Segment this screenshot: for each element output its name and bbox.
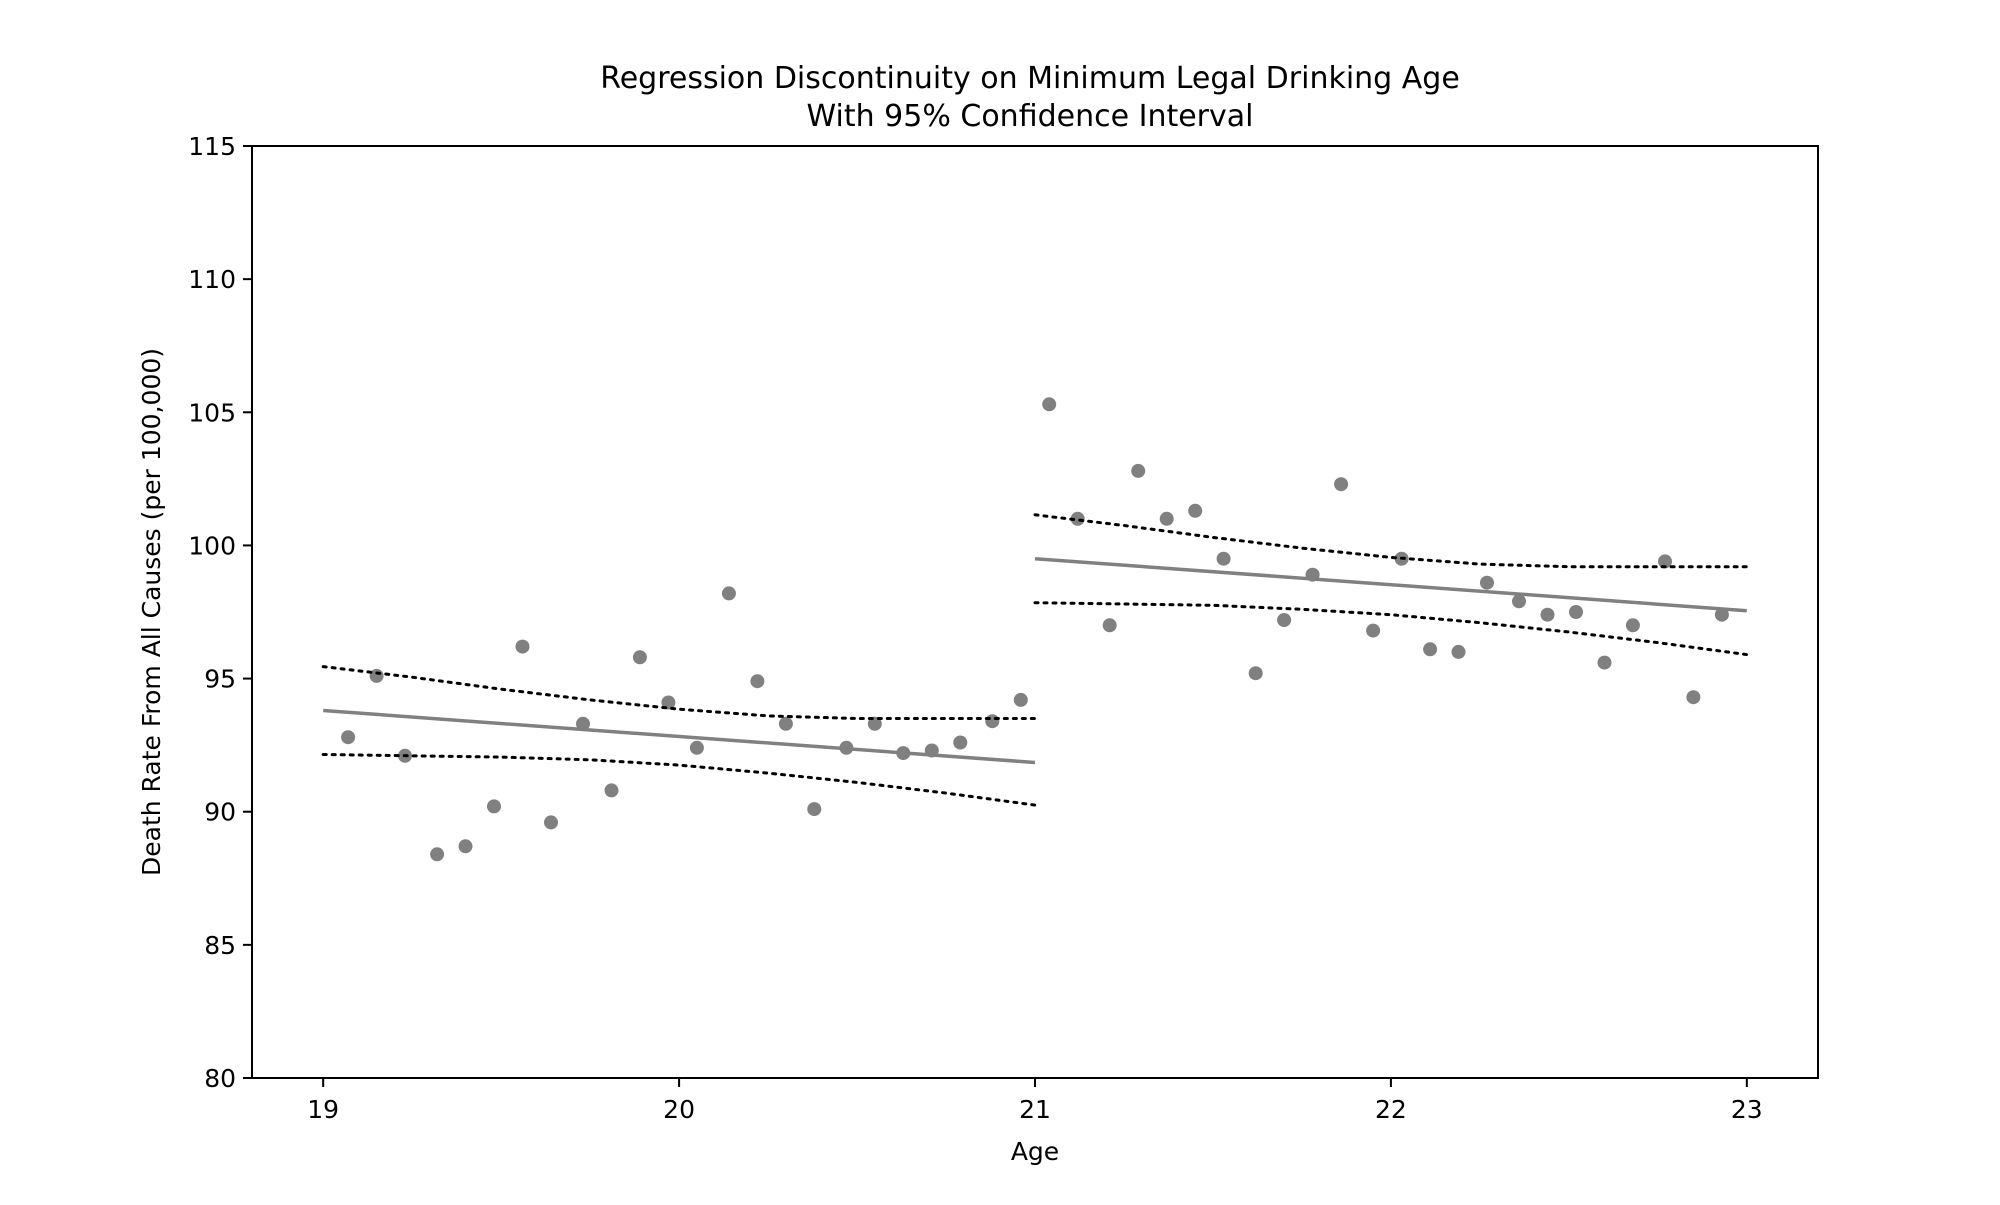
y-tick-label: 110 [188, 265, 236, 294]
data-point [1334, 477, 1349, 492]
data-point [1597, 655, 1612, 670]
y-tick-label: 90 [204, 798, 236, 827]
data-point [1625, 618, 1640, 633]
data-point [778, 716, 793, 731]
x-tick-label: 19 [307, 1095, 339, 1124]
data-point [1686, 690, 1701, 705]
x-axis: 19 20 21 22 23 [307, 1078, 1763, 1124]
y-tick-label: 100 [188, 531, 236, 560]
data-point [369, 668, 384, 683]
y-tick-label: 80 [204, 1064, 236, 1093]
x-tick-label: 23 [1731, 1095, 1763, 1124]
data-point [1131, 463, 1146, 478]
ci-upper-line-below-21 [321, 665, 1037, 720]
data-point [953, 735, 968, 750]
data-point [1512, 594, 1526, 609]
data-point [1013, 692, 1028, 707]
data-point [1658, 554, 1672, 569]
ci-lower-line-above-21 [1033, 601, 1749, 657]
data-point [1277, 613, 1292, 627]
x-tick-label: 21 [1019, 1095, 1051, 1124]
axes-frame [251, 145, 1819, 1079]
data-point [1366, 623, 1381, 638]
data-point [1569, 605, 1583, 619]
y-tick-label: 105 [188, 398, 236, 427]
data-point [1102, 618, 1117, 633]
regression-line-above-21 [1034, 556, 1747, 613]
data-point [1540, 607, 1555, 622]
plot-area [321, 397, 1749, 862]
data-point [604, 783, 619, 798]
data-point [1714, 607, 1729, 622]
y-tick-label: 95 [204, 665, 236, 694]
chart-title: Regression Discontinuity on Minimum Lega… [600, 61, 1460, 96]
data-point [985, 714, 1000, 729]
data-point [1423, 642, 1438, 657]
data-point [544, 815, 558, 830]
data-point [515, 639, 530, 654]
y-tick-label: 115 [188, 132, 236, 161]
data-point [1451, 644, 1466, 659]
data-point [487, 799, 501, 814]
data-point [661, 695, 676, 710]
x-axis-label: Age [1011, 1137, 1059, 1166]
data-point [458, 839, 473, 854]
data-point [1159, 511, 1174, 526]
y-axis: 80 85 90 95 100 105 110 115 [188, 132, 252, 1093]
data-point [1480, 575, 1494, 590]
data-point [689, 740, 704, 755]
data-point [1070, 511, 1085, 526]
x-tick-label: 22 [1375, 1095, 1407, 1124]
y-axis-label: Death Rate From All Causes (per 100,000) [137, 348, 166, 876]
y-tick-label: 85 [204, 931, 236, 960]
data-point [807, 802, 822, 817]
data-point [721, 586, 736, 601]
data-point [1216, 551, 1231, 566]
data-point [1042, 397, 1057, 412]
regression-line-below-21 [323, 708, 1036, 765]
data-point [1188, 503, 1203, 518]
data-point [341, 730, 356, 745]
data-point [632, 650, 647, 665]
data-point [576, 716, 590, 731]
data-point [750, 674, 765, 689]
ci-lower-line-below-21 [321, 753, 1037, 807]
x-tick-label: 20 [663, 1095, 695, 1124]
data-point [1248, 666, 1263, 681]
data-point [430, 847, 445, 862]
data-point [867, 716, 882, 731]
chart-subtitle: With 95% Confidence Interval [807, 99, 1254, 134]
ci-upper-line-above-21 [1033, 513, 1749, 569]
